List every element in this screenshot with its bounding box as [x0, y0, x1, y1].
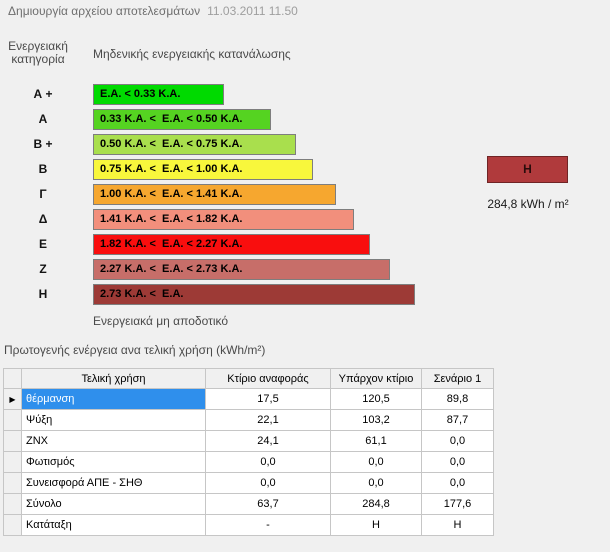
band-category-label: Α + — [33, 87, 53, 101]
band-category-label: Ε — [38, 237, 47, 251]
row-selector[interactable] — [3, 451, 22, 473]
band-category-label: Β + — [33, 137, 53, 151]
final-use-cell[interactable]: Ψύξη — [21, 409, 206, 431]
band-range-bar: 0.50 Κ.Α. < Ε.Α. < 0.75 Κ.Α. — [93, 134, 296, 155]
zero-consumption-label: Μηδενικής ενεργειακής κατανάλωσης — [93, 47, 291, 61]
energy-band-row: Ζ 2.27 Κ.Α. < Ε.Α. < 2.73 Κ.Α. — [0, 259, 460, 284]
value-cell[interactable]: 22,1 — [205, 409, 331, 431]
value-cell[interactable]: 63,7 — [205, 493, 331, 515]
value-cell[interactable]: 17,5 — [205, 388, 331, 410]
band-range-bar: 2.73 Κ.Α. < Ε.Α. — [93, 284, 415, 305]
row-selector[interactable] — [3, 430, 22, 452]
result-category-badge: Η — [487, 156, 568, 183]
table-row: Σύνολο 63,7 284,8 177,6 — [3, 493, 494, 515]
energy-band-row: Α 0.33 Κ.Α. < Ε.Α. < 0.50 Κ.Α. — [0, 109, 460, 134]
energy-band-row: Δ 1.41 Κ.Α. < Ε.Α. < 1.82 Κ.Α. — [0, 209, 460, 234]
energy-band-row: Γ 1.00 Κ.Α. < Ε.Α. < 1.41 Κ.Α. — [0, 184, 460, 209]
column-header-reference-building[interactable]: Κτίριο αναφοράς — [205, 368, 331, 389]
value-cell[interactable]: 87,7 — [421, 409, 494, 431]
energy-rating-scale: Α + Ε.Α. < 0.33 Κ.Α. Α 0.33 Κ.Α. < Ε.Α. < 0… — [0, 84, 460, 314]
band-range-bar: Ε.Α. < 0.33 Κ.Α. — [93, 84, 224, 105]
table-row: Φωτισμός 0,0 0,0 0,0 — [3, 451, 494, 473]
value-cell[interactable]: 0,0 — [330, 472, 422, 494]
column-header-scenario-1[interactable]: Σενάριο 1 — [421, 368, 494, 389]
row-selector-current[interactable]: ▶ — [3, 388, 22, 410]
band-range-bar: 1.82 Κ.Α. < Ε.Α. < 2.27 Κ.Α. — [93, 234, 370, 255]
table-row: Ψύξη 22,1 103,2 87,7 — [3, 409, 494, 431]
table-header: Τελική χρήση Κτίριο αναφοράς Υπάρχον κτί… — [3, 368, 494, 389]
window-header: Δημιουργία αρχείου αποτελεσμάτων 11.03.20… — [8, 4, 298, 18]
final-use-cell[interactable]: Σύνολο — [21, 493, 206, 515]
band-range-bar: 0.75 Κ.Α. < Ε.Α. < 1.00 Κ.Α. — [93, 159, 313, 180]
value-cell[interactable]: Η — [421, 514, 494, 536]
inefficient-label: Ενεργειακά μη αποδοτικό — [93, 314, 229, 328]
energy-category-axis-label: Ενεργειακή κατηγορία — [4, 40, 72, 66]
band-category-label: Δ — [38, 212, 48, 226]
value-cell[interactable]: 177,6 — [421, 493, 494, 515]
table-row: ▶ θέρμανση 17,5 120,5 89,8 — [3, 388, 494, 410]
value-cell[interactable]: 103,2 — [330, 409, 422, 431]
band-range-bar: 1.41 Κ.Α. < Ε.Α. < 1.82 Κ.Α. — [93, 209, 354, 230]
axis-label-line2: κατηγορία — [11, 52, 65, 66]
value-cell[interactable]: 0,0 — [205, 451, 331, 473]
value-cell[interactable]: 0,0 — [205, 472, 331, 494]
row-selector[interactable] — [3, 514, 22, 536]
column-header-existing-building[interactable]: Υπάρχον κτίριο — [330, 368, 422, 389]
band-category-label: Γ — [39, 187, 47, 201]
result-energy-value: 284,8 kWh / m² — [487, 197, 569, 211]
final-use-cell[interactable]: Φωτισμός — [21, 451, 206, 473]
energy-band-row: Ε 1.82 Κ.Α. < Ε.Α. < 2.27 Κ.Α. — [0, 234, 460, 259]
final-use-cell[interactable]: ΖΝΧ — [21, 430, 206, 452]
value-cell[interactable]: 0,0 — [421, 430, 494, 452]
final-use-cell[interactable]: θέρμανση — [21, 388, 206, 410]
energy-band-row: Η 2.73 Κ.Α. < Ε.Α. — [0, 284, 460, 309]
row-header-corner — [3, 368, 22, 389]
column-header-final-use[interactable]: Τελική χρήση — [21, 368, 206, 389]
table-row: Συνεισφορά ΑΠΕ - ΣΗΘ 0,0 0,0 0,0 — [3, 472, 494, 494]
row-selector[interactable] — [3, 409, 22, 431]
band-range-bar: 0.33 Κ.Α. < Ε.Α. < 0.50 Κ.Α. — [93, 109, 271, 130]
primary-energy-table: Τελική χρήση Κτίριο αναφοράς Υπάρχον κτί… — [3, 368, 494, 536]
value-cell[interactable]: - — [205, 514, 331, 536]
band-category-label: Η — [38, 287, 48, 301]
axis-label-line1: Ενεργειακή — [8, 39, 68, 53]
band-category-label: Ζ — [39, 262, 47, 276]
row-selector[interactable] — [3, 493, 22, 515]
table-row: ΖΝΧ 24,1 61,1 0,0 — [3, 430, 494, 452]
table-row: Κατάταξη - Η Η — [3, 514, 494, 536]
band-range-bar: 1.00 Κ.Α. < Ε.Α. < 1.41 Κ.Α. — [93, 184, 336, 205]
final-use-cell[interactable]: Κατάταξη — [21, 514, 206, 536]
current-row-arrow-icon: ▶ — [9, 394, 16, 404]
value-cell[interactable]: 24,1 — [205, 430, 331, 452]
value-cell[interactable]: 120,5 — [330, 388, 422, 410]
energy-band-row: Β + 0.50 Κ.Α. < Ε.Α. < 0.75 Κ.Α. — [0, 134, 460, 159]
value-cell[interactable]: Η — [330, 514, 422, 536]
value-cell[interactable]: 61,1 — [330, 430, 422, 452]
energy-band-row: Α + Ε.Α. < 0.33 Κ.Α. — [0, 84, 460, 109]
value-cell[interactable]: 0,0 — [330, 451, 422, 473]
page-title: Δημιουργία αρχείου αποτελεσμάτων — [8, 4, 201, 18]
value-cell[interactable]: 284,8 — [330, 493, 422, 515]
band-category-label: Β — [38, 162, 48, 176]
row-selector[interactable] — [3, 472, 22, 494]
value-cell[interactable]: 0,0 — [421, 472, 494, 494]
final-use-cell[interactable]: Συνεισφορά ΑΠΕ - ΣΗΘ — [21, 472, 206, 494]
creation-timestamp: 11.03.2011 11.50 — [207, 4, 298, 18]
energy-band-row: Β 0.75 Κ.Α. < Ε.Α. < 1.00 Κ.Α. — [0, 159, 460, 184]
band-category-label: Α — [38, 112, 48, 126]
table-title: Πρωτογενής ενέργεια ανα τελική χρήση (kW… — [4, 343, 266, 357]
value-cell[interactable]: 0,0 — [421, 451, 494, 473]
value-cell[interactable]: 89,8 — [421, 388, 494, 410]
band-range-bar: 2.27 Κ.Α. < Ε.Α. < 2.73 Κ.Α. — [93, 259, 390, 280]
